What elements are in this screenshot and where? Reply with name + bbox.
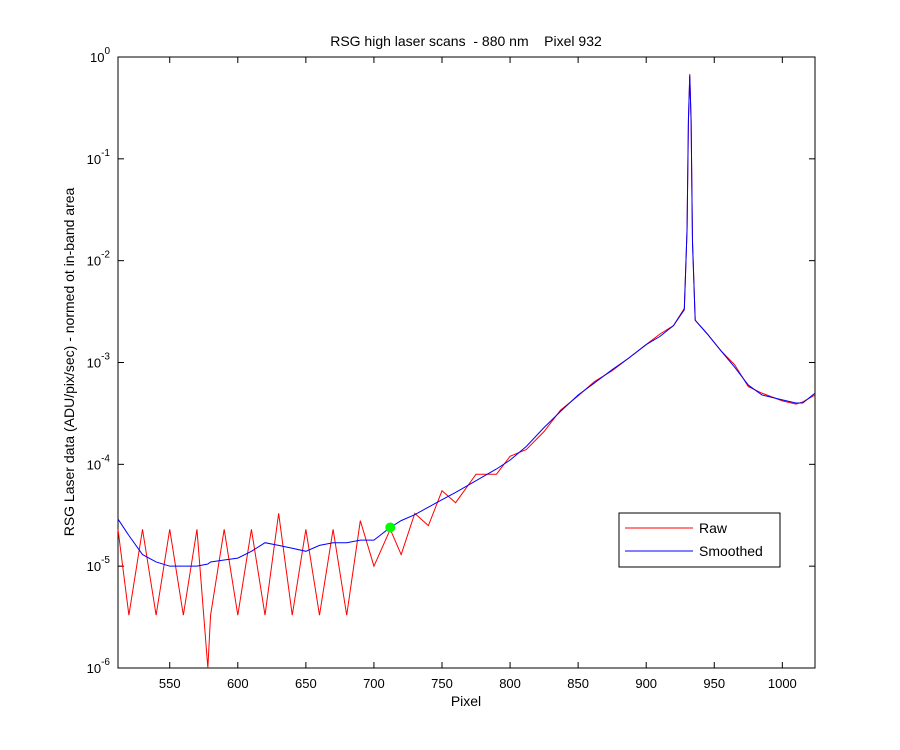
chart-title: RSG high laser scans - 880 nm Pixel 932 <box>330 33 602 49</box>
legend-label: Smoothed <box>699 543 763 559</box>
y-tick-label: 100 <box>90 46 110 65</box>
highlight-marker <box>385 522 396 533</box>
y-axis-label: RSG Laser data (ADU/pix/sec) - normed ot… <box>61 187 77 536</box>
y-tick-label: 10-1 <box>87 148 111 167</box>
x-tick-label: 800 <box>499 676 521 691</box>
x-tick-label: 650 <box>295 676 317 691</box>
x-tick-label: 950 <box>703 676 725 691</box>
series-line <box>117 75 816 567</box>
y-tick-label: 10-4 <box>87 453 111 472</box>
x-tick-label: 700 <box>363 676 385 691</box>
x-tick-label: 850 <box>567 676 589 691</box>
y-tick-label: 10-3 <box>87 352 111 371</box>
y-tick-label: 10-2 <box>87 250 111 269</box>
x-tick-label: 1000 <box>768 676 797 691</box>
x-tick-label: 550 <box>159 676 181 691</box>
x-tick-label: 750 <box>431 676 453 691</box>
x-tick-label: 600 <box>227 676 249 691</box>
y-tick-label: 10-5 <box>87 555 111 574</box>
x-axis-label: Pixel <box>451 693 481 709</box>
legend-label: Raw <box>699 520 728 536</box>
x-tick-label: 900 <box>635 676 657 691</box>
legend-box <box>618 512 781 568</box>
y-tick-label: 10-6 <box>87 657 111 676</box>
plot-frame <box>117 56 816 669</box>
